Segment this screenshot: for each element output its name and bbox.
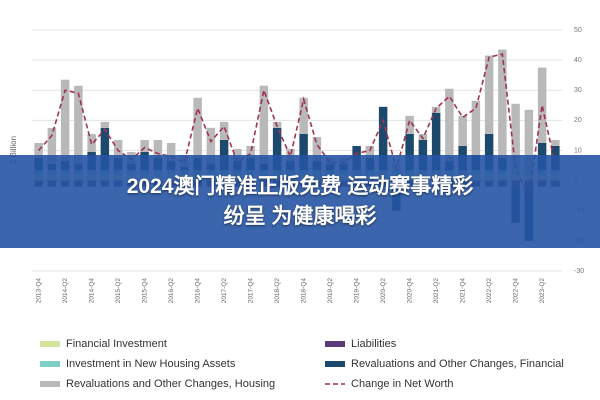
y-tick-label: 50 — [574, 27, 582, 34]
bar — [431, 112, 441, 171]
bar — [471, 100, 481, 156]
y-tick-label: 20 — [574, 117, 582, 124]
y-tick-label: 30 — [574, 87, 582, 94]
bar — [537, 67, 547, 143]
y-axis-label: £ Billion — [9, 136, 18, 164]
bar — [34, 142, 43, 159]
banner-line: 2024澳门精准正版免费 运动赛事精彩 — [126, 174, 474, 198]
bar — [458, 115, 467, 146]
legend-swatch — [40, 341, 60, 347]
x-tick-label: 2020-Q4 — [406, 278, 413, 304]
x-tick-label: 2021-Q2 — [433, 278, 440, 304]
x-tick-label: 2019-Q2 — [327, 278, 334, 304]
legend-swatch — [325, 361, 345, 367]
bar — [405, 115, 414, 134]
legend-swatch — [40, 381, 60, 387]
y-tick-label: -30 — [574, 268, 584, 275]
bar — [153, 139, 163, 159]
bar — [365, 145, 375, 159]
bar — [100, 127, 110, 171]
bar — [418, 133, 428, 140]
bar — [272, 127, 282, 171]
legend-label: Financial Investment — [66, 338, 167, 350]
bar — [100, 121, 110, 128]
x-tick-label: 2017-Q2 — [221, 278, 228, 304]
x-tick-label: 2022-Q4 — [512, 278, 519, 304]
bar — [47, 127, 57, 165]
bar — [299, 133, 308, 171]
legend-swatch — [325, 341, 345, 347]
legend-swatch — [40, 361, 60, 367]
bar — [140, 139, 149, 153]
legend-label: Revaluations and Other Changes, Financia… — [351, 358, 564, 370]
x-tick-label: 2014-Q2 — [62, 278, 69, 304]
x-tick-label: 2015-Q2 — [115, 278, 122, 304]
bar — [484, 133, 494, 171]
banner: 2024澳门精准正版免费 运动赛事精彩 纷呈 为健康喝彩 — [0, 155, 600, 248]
bar — [74, 85, 83, 165]
banner-line: 纷呈 为健康喝彩 — [223, 204, 377, 228]
y-tick-label: 40 — [574, 57, 582, 64]
legend-label: Liabilities — [351, 338, 397, 350]
legend-label: Change in Net Worth — [351, 378, 454, 390]
bar — [193, 97, 202, 159]
x-tick-label: 2022-Q2 — [486, 278, 493, 304]
x-tick-label: 2014-Q4 — [88, 278, 95, 304]
bar — [246, 145, 255, 159]
x-tick-label: 2016-Q4 — [194, 278, 201, 304]
x-tick-label: 2021-Q4 — [459, 278, 466, 304]
bar — [405, 133, 414, 171]
legend-label: Revaluations and Other Changes, Housing — [66, 378, 275, 390]
bar — [524, 109, 534, 171]
x-tick-label: 2016-Q2 — [168, 278, 175, 304]
bar — [259, 85, 269, 165]
bar — [551, 139, 560, 146]
x-tick-label: 2018-Q2 — [274, 278, 281, 304]
x-tick-label: 2018-Q4 — [300, 278, 307, 304]
x-tick-label: 2015-Q4 — [141, 278, 148, 304]
x-tick-label: 2019-Q4 — [353, 278, 360, 304]
bar — [445, 88, 454, 162]
bar — [312, 136, 322, 162]
bar — [219, 121, 229, 140]
y-tick-label: 10 — [574, 147, 582, 154]
bar — [498, 49, 507, 159]
bar — [378, 106, 388, 171]
bar — [511, 103, 520, 171]
x-tick-label: 2017-Q4 — [247, 278, 254, 304]
bar — [206, 127, 216, 165]
x-tick-label: 2023-Q2 — [539, 278, 546, 304]
x-tick-label: 2013-Q4 — [35, 278, 42, 304]
x-tick-label: 2020-Q2 — [380, 278, 387, 304]
bar — [166, 142, 176, 162]
legend-label: Investment in New Housing Assets — [66, 358, 236, 370]
bar — [484, 55, 494, 134]
bar — [299, 97, 308, 134]
bar — [60, 79, 70, 162]
